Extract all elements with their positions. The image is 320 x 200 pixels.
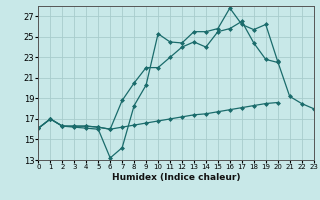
X-axis label: Humidex (Indice chaleur): Humidex (Indice chaleur): [112, 173, 240, 182]
